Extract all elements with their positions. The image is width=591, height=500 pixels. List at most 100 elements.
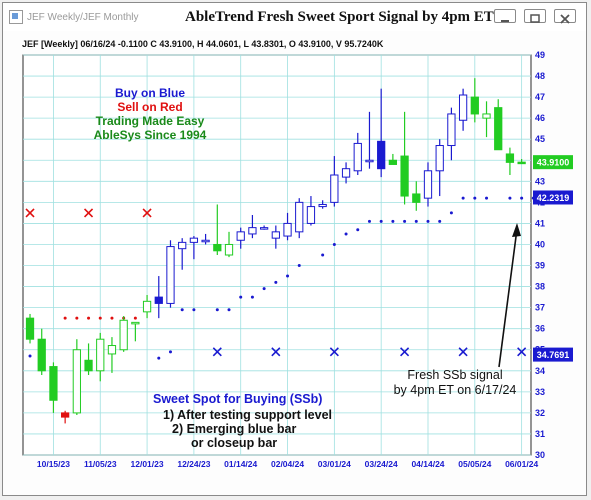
x-tick-label: 11/05/23 [84, 459, 117, 469]
stop-dot-red [75, 316, 79, 320]
candle-body [435, 145, 444, 172]
candle [295, 198, 304, 239]
buy-x-marker [458, 347, 468, 357]
candle [458, 88, 468, 131]
candle-body [330, 174, 339, 203]
stop-dot-red [133, 316, 137, 320]
candle [84, 343, 93, 375]
sell-x-marker [25, 208, 35, 218]
window-tab-label[interactable]: JEF Weekly/JEF Monthly [27, 12, 139, 23]
candle-body [283, 222, 292, 237]
candle [72, 339, 81, 415]
candle-body [96, 338, 105, 372]
candle [131, 321, 140, 342]
y-tick-label: 38 [535, 282, 545, 292]
app-window: JEF Weekly/JEF Monthly AbleTrend Fresh S… [2, 2, 587, 496]
stop-dot-blue [403, 219, 407, 223]
title-bar: JEF Weekly/JEF Monthly AbleTrend Fresh S… [3, 3, 586, 31]
candle [166, 240, 175, 308]
stop-dot-blue [344, 232, 348, 236]
close-button[interactable] [554, 9, 576, 24]
candle [330, 156, 339, 207]
candle [259, 225, 269, 230]
candle [25, 313, 35, 344]
candle-body [213, 243, 222, 252]
candle [423, 162, 433, 207]
stop-dot-blue [473, 196, 477, 200]
candle-body [72, 349, 81, 414]
candle [61, 410, 70, 424]
candle-body [178, 241, 187, 250]
candle [400, 111, 409, 205]
y-tick-label: 41 [535, 218, 545, 228]
y-tick-label: 47 [535, 92, 545, 102]
y-tick-label: 32 [535, 408, 545, 418]
candle [107, 337, 117, 373]
candle-body [131, 321, 140, 325]
stop-dot-red [110, 316, 114, 320]
candle [353, 132, 362, 175]
candle-body [353, 142, 362, 172]
stop-dot-red [87, 316, 91, 320]
candle-body [166, 246, 175, 304]
maximize-icon [530, 14, 540, 23]
stop-dot-blue [321, 253, 325, 257]
candle-body [447, 113, 456, 147]
candle-body [412, 193, 421, 203]
candle [505, 147, 515, 175]
signal-callout-line-1: Fresh SSb signal [407, 368, 502, 382]
candle-body [154, 296, 163, 304]
stop-dot-blue [391, 219, 395, 223]
stop-dot-blue [262, 287, 266, 291]
candle [306, 196, 316, 226]
signal-arrow-shaft [498, 228, 518, 368]
maximize-button[interactable] [524, 9, 546, 23]
candle-body [189, 237, 199, 243]
x-tick-label: 10/15/23 [37, 459, 70, 469]
sweet-spot-title: Sweet Spot for Buying (SSb) [153, 392, 322, 406]
app-icon [9, 10, 23, 24]
y-tick-label: 49 [535, 50, 545, 60]
price-tag-label: 42.2319 [537, 193, 570, 203]
candles [25, 78, 526, 424]
x-tick-label: 01/14/24 [224, 459, 257, 469]
stop-dot-blue [461, 196, 465, 200]
stop-dot-blue [520, 196, 524, 200]
candle-body [84, 359, 93, 372]
stop-dot-blue [192, 308, 196, 312]
stop-dot-red [63, 316, 67, 320]
candle-body [494, 107, 503, 151]
candle-body [482, 113, 491, 119]
candle [178, 238, 187, 270]
candle [201, 233, 210, 245]
price-tag [533, 190, 573, 205]
y-tick-label: 43 [535, 176, 545, 186]
buy-x-marker [329, 347, 339, 357]
x-tick-label: 03/01/24 [318, 459, 351, 469]
candle-body [365, 159, 374, 163]
stop-dot-blue [485, 196, 489, 200]
x-tick-label: 02/04/24 [271, 459, 304, 469]
buy-x-marker [271, 347, 281, 357]
sweet-spot-rule-2b: or closeup bar [191, 436, 277, 450]
stop-dot-blue [426, 219, 430, 223]
x-tick-label: 05/05/24 [458, 459, 491, 469]
candle-body [400, 155, 409, 197]
x-tick-label: 12/24/23 [177, 459, 210, 469]
candle-body [377, 140, 386, 170]
y-tick-label: 34 [535, 366, 545, 376]
close-icon [560, 14, 570, 24]
x-tick-label: 04/14/24 [411, 459, 444, 469]
candle [96, 332, 105, 382]
price-tag-label: 43.9100 [537, 158, 570, 168]
candle [447, 107, 456, 161]
buy-x-marker [400, 347, 410, 357]
candle-body [458, 94, 468, 121]
candle [213, 204, 222, 255]
stop-dot-blue [332, 242, 336, 246]
x-tick-label: 06/01/24 [505, 459, 538, 469]
candle [435, 139, 444, 197]
y-tick-label: 40 [535, 239, 545, 249]
sell-x-marker [142, 208, 152, 218]
minimize-button[interactable] [494, 9, 516, 23]
